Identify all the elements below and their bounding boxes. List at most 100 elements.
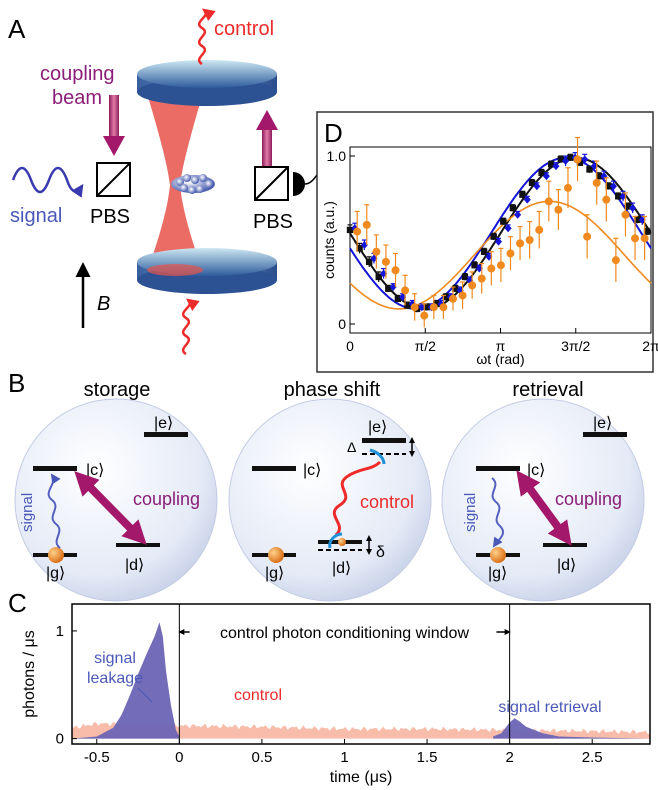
ytick-label-d-1: 1.0 [327, 148, 347, 164]
ytick-label-d-0: 0 [338, 316, 346, 332]
bottom-mirror [137, 248, 277, 294]
point-black-13 [471, 262, 478, 269]
label-control-b: control [360, 492, 414, 512]
label-e: |e⟩ [154, 415, 173, 432]
point-orange-12 [468, 281, 477, 290]
point-orange-10 [448, 294, 457, 303]
control-transition [332, 460, 382, 537]
leakage-pointer [137, 687, 153, 703]
point-black-3 [375, 273, 382, 281]
point-blue-1 [360, 241, 368, 250]
point-black-15 [490, 233, 497, 240]
point-blue-13 [475, 264, 483, 273]
point-orange-20 [544, 197, 553, 206]
point-blue-18 [523, 195, 531, 204]
point-orange-23 [573, 155, 582, 164]
panel-b: B storage |e⟩ |c⟩ |g⟩ |d⟩ signal couplin… [8, 368, 645, 602]
level-c [33, 466, 77, 471]
point-blue-17 [514, 210, 522, 219]
title-phase-shift: phase shift [284, 379, 381, 401]
atom2 [268, 547, 284, 563]
point-black-10 [442, 293, 450, 301]
level-e2 [362, 438, 406, 443]
xlabel-d: ωt (rad) [476, 351, 524, 367]
signal-transition [47, 473, 61, 549]
point-blue-27 [609, 182, 617, 191]
plot-frame-c [71, 603, 651, 745]
label-g2: |g⟩ [265, 565, 284, 582]
point-orange-13 [477, 274, 486, 283]
xtick-label-d-3: 3π/2 [561, 338, 590, 354]
xtick-label-c-0: -0.5 [84, 749, 110, 766]
annotation-window: control photon conditioning window [220, 625, 470, 642]
xtick-label-c-6: 2.5 [582, 749, 603, 766]
point-black-31 [643, 228, 651, 235]
label-signal-retrieval: signal retrieval [498, 699, 601, 716]
label-coupling-b3: coupling [555, 489, 622, 509]
dressed-arc-d [328, 532, 343, 549]
label-d3: |d⟩ [557, 557, 576, 574]
point-black-14 [480, 248, 488, 255]
coupling-transition [74, 471, 147, 545]
point-black-24 [576, 159, 584, 166]
label-pbs-right: PBS [253, 211, 293, 233]
label-signal-b3: signal [462, 493, 479, 532]
point-black-27 [605, 183, 612, 190]
point-black-18 [519, 191, 526, 198]
xtick-label-c-1: 0 [175, 749, 183, 766]
coupling-transition-3 [516, 470, 572, 546]
point-black-30 [634, 216, 641, 224]
xlabel-c: time (μs) [330, 769, 393, 786]
label-c3: |c⟩ [527, 462, 545, 479]
point-blue-16 [504, 224, 512, 233]
atom2-ghost [338, 538, 346, 546]
point-orange-17 [516, 239, 525, 248]
ytick-label-c-1: 1 [56, 623, 64, 640]
label-signal-b1: signal [19, 493, 36, 532]
point-blue-30 [638, 215, 646, 224]
panel-c: C control photon conditioning window sign… [8, 588, 651, 786]
xtick-label-c-5: 2 [505, 749, 513, 766]
label-e2: |e⟩ [368, 419, 387, 436]
label-c: |c⟩ [86, 462, 104, 479]
panel-label-b: B [8, 368, 25, 398]
label-coupling-line1: coupling [40, 63, 115, 85]
point-black-16 [500, 218, 507, 225]
point-black-20 [538, 169, 545, 176]
xtick-label-c-4: 1.5 [417, 749, 438, 766]
point-blue-28 [619, 192, 627, 201]
point-orange-1 [362, 220, 371, 229]
point-orange-3 [381, 257, 390, 266]
label-d2: |d⟩ [332, 560, 351, 577]
point-orange-26 [602, 195, 611, 204]
label-g3: |g⟩ [488, 565, 507, 582]
point-blue-24 [581, 155, 589, 164]
point-black-19 [528, 179, 536, 187]
title-storage: storage [84, 379, 151, 401]
control-photon-out [197, 8, 216, 66]
point-orange-4 [391, 266, 400, 275]
label-b-field: B [97, 293, 110, 315]
point-blue-19 [533, 182, 541, 191]
point-black-0 [346, 226, 354, 234]
point-black-17 [509, 204, 517, 212]
point-blue-29 [629, 204, 637, 213]
ylabel-c: photons / μs [21, 630, 38, 718]
point-black-9 [433, 300, 440, 308]
label-c2: |c⟩ [303, 462, 321, 479]
xtick-label-d-2: π [496, 338, 506, 354]
level-c2 [252, 466, 296, 471]
panel-label-c: C [8, 588, 27, 618]
fit-orange [349, 200, 652, 310]
point-black-22 [557, 156, 564, 163]
label-g: |g⟩ [46, 565, 65, 582]
point-black-25 [586, 166, 593, 173]
point-blue-21 [552, 162, 560, 171]
point-orange-30 [640, 234, 649, 243]
label-delta: δ [376, 544, 385, 561]
point-orange-24 [583, 232, 592, 241]
label-Delta: Δ [347, 439, 356, 455]
title-retrieval: retrieval [512, 379, 583, 401]
signal-photon [11, 166, 84, 198]
panel-a: A control [8, 8, 323, 356]
